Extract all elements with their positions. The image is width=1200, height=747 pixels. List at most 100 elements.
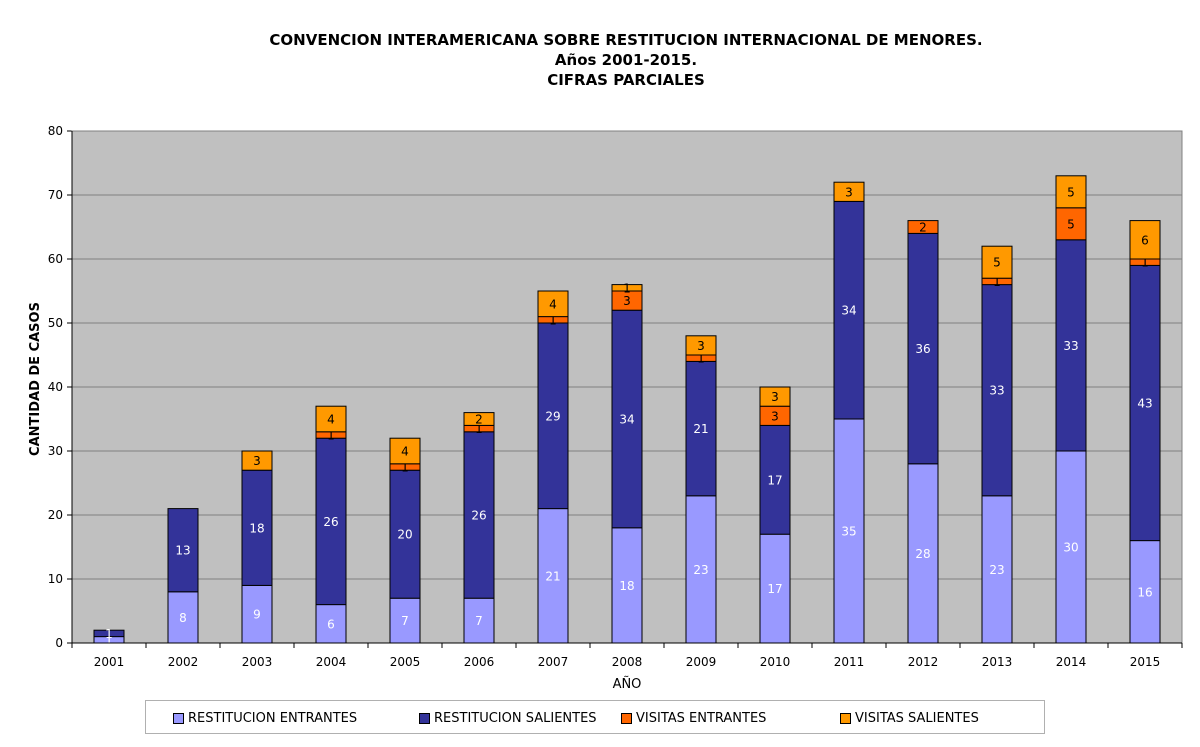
- bar-segment: [463, 412, 495, 426]
- bar-segment: [685, 360, 717, 497]
- bar-segment: [1129, 220, 1161, 260]
- bar-segment: [833, 181, 865, 202]
- x-tick-label: 2005: [390, 655, 421, 669]
- bar-data-label: 33: [1063, 339, 1078, 353]
- bar-data-label: 8: [179, 611, 187, 625]
- bar-segment: [907, 232, 939, 465]
- bar-data-label: 5: [993, 256, 1001, 270]
- x-tick-label: 2002: [168, 655, 199, 669]
- bar-data-label: 34: [841, 304, 856, 318]
- axes-layer: 0 10 20 30 40 50 60 70 80 2001 2002 2003 2004 2005 200…: [48, 124, 1183, 669]
- chart-title: CONVENCION INTERAMERICANA SOBRE RESTITUC…: [269, 31, 983, 49]
- bar-data-label: 4: [549, 297, 557, 311]
- bar-data-label: 3: [845, 185, 853, 199]
- bar-data-label: 34: [619, 413, 634, 427]
- y-tick-label: 60: [48, 252, 63, 266]
- x-tick-label: 2012: [908, 655, 939, 669]
- bar-data-label: 20: [397, 528, 412, 542]
- legend-swatch-restitucion-salientes: [419, 713, 430, 724]
- bar-data-label: 1: [327, 429, 335, 443]
- bar-segment: [537, 322, 569, 510]
- bar-segment: [315, 437, 347, 606]
- bar-data-label: 28: [915, 547, 930, 561]
- bar-data-label: 1: [105, 633, 113, 647]
- bar-data-label: 18: [249, 521, 264, 535]
- bar-data-label: 3: [771, 390, 779, 404]
- x-tick-label: 2014: [1056, 655, 1087, 669]
- bar-data-label: 3: [623, 294, 631, 308]
- bar-data-label: 23: [693, 563, 708, 577]
- x-tick-label: 2010: [760, 655, 791, 669]
- bar-data-label: 1: [105, 627, 113, 641]
- bar-data-label: 36: [915, 342, 930, 356]
- x-axis-title: AÑO: [613, 676, 642, 692]
- bar-data-label: 21: [545, 569, 560, 583]
- bar-segment: [1055, 175, 1087, 209]
- x-tick-label: 2015: [1130, 655, 1161, 669]
- y-tick-label: 20: [48, 508, 63, 522]
- bar-segment: [167, 508, 199, 593]
- bar-data-label: 6: [327, 617, 335, 631]
- legend-item-restitucion-salientes: RESTITUCION SALIENTES: [419, 711, 597, 726]
- bar-segment: [1055, 239, 1087, 452]
- bar-data-label: 5: [1067, 217, 1075, 231]
- bar-segment: [611, 284, 643, 292]
- bar-data-label: 17: [767, 473, 782, 487]
- y-tick-label: 80: [48, 124, 63, 138]
- bar-data-label: 7: [401, 614, 409, 628]
- bar-data-label: 17: [767, 582, 782, 596]
- bar-segment: [685, 495, 717, 644]
- bar-segment: [611, 527, 643, 644]
- legend-label-restitucion-entrantes: RESTITUCION ENTRANTES: [188, 711, 358, 726]
- bar-segment: [833, 418, 865, 644]
- bars-layer: 1181391836261472014726122129141834312321…: [93, 175, 1161, 647]
- bar-data-label: 5: [1067, 185, 1075, 199]
- bar-data-label: 33: [989, 384, 1004, 398]
- x-tick-label: 2007: [538, 655, 569, 669]
- legend: RESTITUCION ENTRANTES RESTITUCION SALIEN…: [145, 700, 1045, 734]
- bar-data-label: 13: [175, 544, 190, 558]
- bar-data-label: 1: [1141, 256, 1149, 270]
- bar-data-label: 3: [771, 409, 779, 423]
- legend-item-visitas-entrantes: VISITAS ENTRANTES: [621, 711, 766, 726]
- x-tick-label: 2004: [316, 655, 347, 669]
- chart-title-block: CONVENCION INTERAMERICANA SOBRE RESTITUC…: [0, 30, 1200, 90]
- bar-segment: [611, 309, 643, 529]
- chart-subtitle-partial: CIFRAS PARCIALES: [547, 71, 705, 89]
- bar-data-label: 18: [619, 579, 634, 593]
- bar-data-label: 1: [549, 313, 557, 327]
- bar-data-label: 3: [697, 339, 705, 353]
- bar-data-label: 2: [919, 221, 927, 235]
- bar-data-label: 23: [989, 563, 1004, 577]
- bar-segment: [389, 469, 421, 599]
- bar-segment: [241, 450, 273, 471]
- bar-data-label: 1: [993, 275, 1001, 289]
- bar-data-label: 43: [1137, 397, 1152, 411]
- y-tick-label: 50: [48, 316, 63, 330]
- x-tick-label: 2013: [982, 655, 1013, 669]
- bar-segment: [537, 290, 569, 318]
- bar-segment: [93, 629, 125, 638]
- bar-data-label: 26: [471, 509, 486, 523]
- bar-data-label: 1: [401, 461, 409, 475]
- y-tick-label: 0: [55, 636, 63, 650]
- y-tick-label: 10: [48, 572, 63, 586]
- x-tick-label: 2008: [612, 655, 643, 669]
- bar-data-label: 1: [475, 422, 483, 436]
- bar-data-label: 3: [253, 454, 261, 468]
- bar-segment: [907, 220, 939, 234]
- bar-data-label: 9: [253, 608, 261, 622]
- bar-segment: [537, 508, 569, 644]
- bar-segment: [241, 469, 273, 586]
- y-tick-label: 40: [48, 380, 63, 394]
- y-tick-label: 30: [48, 444, 63, 458]
- legend-swatch-visitas-entrantes: [621, 713, 632, 724]
- bar-data-label: 6: [1141, 233, 1149, 247]
- bar-segment: [833, 200, 865, 420]
- legend-swatch-restitucion-entrantes: [173, 713, 184, 724]
- bar-data-label: 4: [401, 445, 409, 459]
- bar-data-label: 30: [1063, 541, 1078, 555]
- legend-item-restitucion-entrantes: RESTITUCION ENTRANTES: [173, 711, 357, 726]
- legend-label-visitas-entrantes: VISITAS ENTRANTES: [636, 711, 767, 726]
- bar-data-label: 16: [1137, 585, 1152, 599]
